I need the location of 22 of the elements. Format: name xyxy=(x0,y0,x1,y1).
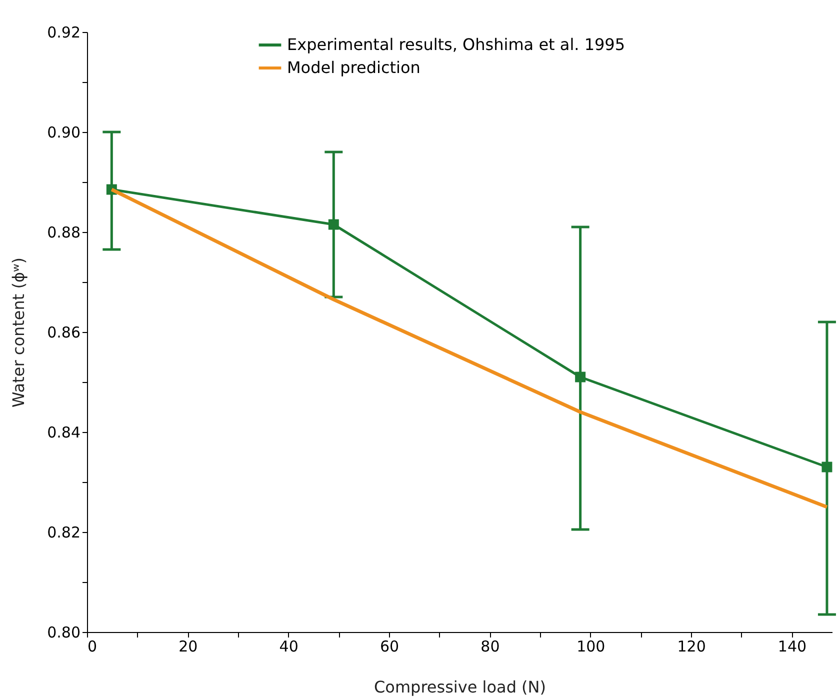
x-axis-title: Compressive load (N) xyxy=(374,678,546,696)
point xyxy=(822,462,832,472)
x-tick-label: 80 xyxy=(480,638,500,656)
y-tick-label: 0.88 xyxy=(47,224,80,242)
x-tick-label: 140 xyxy=(778,638,807,656)
y-tick-label: 0.80 xyxy=(47,624,80,642)
legend-label: Model prediction xyxy=(287,58,420,77)
y-tick-label: 0.84 xyxy=(47,424,80,442)
legend-label: Experimental results, Ohshima et al. 1995 xyxy=(287,35,626,54)
x-tick-label: 60 xyxy=(380,638,400,656)
x-tick-label: 100 xyxy=(576,638,606,656)
point xyxy=(328,219,339,230)
point xyxy=(575,372,586,382)
x-tick-label: 120 xyxy=(677,638,706,656)
y-tick-label: 0.92 xyxy=(47,24,80,42)
x-tick-label: 20 xyxy=(178,638,198,656)
x-tick-label: 0 xyxy=(88,638,98,656)
y-tick-label: 0.90 xyxy=(47,124,80,142)
y-axis-title: Water content (ϕʷ) xyxy=(9,257,28,408)
x-tick-label: 40 xyxy=(279,638,298,656)
y-tick-label: 0.82 xyxy=(47,524,80,542)
y-tick-label: 0.86 xyxy=(47,324,80,342)
